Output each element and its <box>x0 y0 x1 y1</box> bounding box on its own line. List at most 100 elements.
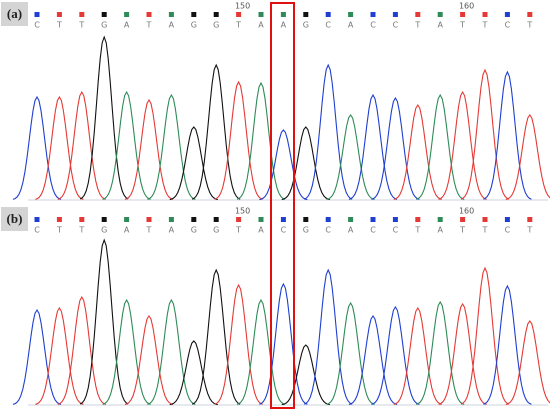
trace-peak <box>371 96 420 200</box>
base-square <box>213 217 219 222</box>
base-square <box>79 217 85 222</box>
base-call: T <box>235 226 241 235</box>
base-call: T <box>56 21 62 30</box>
trace-peak <box>79 35 129 200</box>
base-call: A <box>348 21 354 30</box>
position-label: 150 <box>235 2 250 11</box>
trace-peak <box>124 98 174 200</box>
base-square <box>504 217 510 222</box>
trace-peak <box>483 284 532 405</box>
trace-peak <box>214 283 263 405</box>
trace-peak <box>393 103 442 200</box>
base-square <box>56 12 62 17</box>
trace-peak <box>12 308 62 405</box>
base-call: T <box>414 21 420 30</box>
trace-peak <box>191 268 241 405</box>
base-square <box>504 12 510 17</box>
base-call: G <box>191 21 197 30</box>
base-square <box>213 12 219 17</box>
trace-peak <box>483 70 532 200</box>
trace-peak <box>460 68 510 200</box>
base-square <box>325 217 331 222</box>
base-call: C <box>370 226 376 235</box>
base-call: T <box>459 226 465 235</box>
trace-peak <box>348 93 398 200</box>
base-square <box>34 217 40 222</box>
base-call: T <box>482 21 488 30</box>
trace-peak <box>12 95 62 200</box>
base-square <box>101 12 107 17</box>
base-square <box>56 217 62 222</box>
base-square <box>348 12 354 17</box>
base-square <box>370 217 376 222</box>
base-call: G <box>303 226 309 235</box>
trace-peak <box>348 314 398 406</box>
base-square <box>348 217 354 222</box>
trace-peak <box>236 298 286 405</box>
base-square <box>392 12 398 17</box>
base-square <box>168 217 174 222</box>
base-square <box>34 12 40 17</box>
base-call: T <box>146 226 152 235</box>
base-square <box>303 12 309 17</box>
trace-peak <box>236 81 286 200</box>
base-call: G <box>191 226 197 235</box>
trace-peak <box>438 90 487 200</box>
panel-label: (b) <box>7 211 23 226</box>
base-square <box>280 12 286 17</box>
trace-peak <box>191 63 241 200</box>
trace-peak <box>259 282 308 405</box>
base-call: T <box>526 226 532 235</box>
base-call: T <box>482 226 488 235</box>
trace-peak <box>124 314 174 406</box>
trace-peak <box>326 301 375 405</box>
trace-peak <box>57 295 107 405</box>
base-square <box>437 12 443 17</box>
trace-peak <box>326 114 375 201</box>
trace-peak <box>438 302 487 405</box>
base-call: T <box>235 21 241 30</box>
base-square <box>191 12 197 17</box>
base-call: G <box>101 226 107 235</box>
base-call: C <box>325 226 331 235</box>
trace-peak <box>102 90 151 200</box>
trace-peak <box>169 126 218 201</box>
base-square <box>482 217 488 222</box>
trace-peak <box>281 126 330 201</box>
base-square <box>124 12 130 17</box>
base-call: A <box>258 226 264 235</box>
panel-label-bg <box>1 2 28 26</box>
base-square <box>370 12 376 17</box>
base-call: G <box>213 21 219 30</box>
position-label: 160 <box>459 207 474 216</box>
base-call: C <box>505 21 511 30</box>
base-call: A <box>169 21 175 30</box>
position-label: 160 <box>459 2 474 11</box>
trace-peak <box>79 238 129 405</box>
panel-label-bg <box>1 207 28 231</box>
trace-peak <box>505 320 550 406</box>
base-square <box>325 12 331 17</box>
trace-peak <box>35 95 84 200</box>
position-label: 150 <box>235 207 250 216</box>
base-square <box>124 217 130 222</box>
base-call: G <box>213 226 219 235</box>
base-call: T <box>78 226 84 235</box>
base-square <box>258 12 264 17</box>
base-call: T <box>459 21 465 30</box>
base-call: G <box>101 21 107 30</box>
base-call: A <box>348 226 354 235</box>
trace-peak <box>415 93 465 200</box>
base-square <box>146 217 152 222</box>
base-call: C <box>34 226 40 235</box>
base-call: A <box>437 226 443 235</box>
base-square <box>236 217 242 222</box>
base-call: A <box>258 21 264 30</box>
base-square <box>146 12 152 17</box>
base-call: C <box>34 21 40 30</box>
trace-peak <box>147 93 196 200</box>
base-call: G <box>303 21 309 30</box>
base-call: T <box>56 226 62 235</box>
base-call: C <box>281 226 287 235</box>
